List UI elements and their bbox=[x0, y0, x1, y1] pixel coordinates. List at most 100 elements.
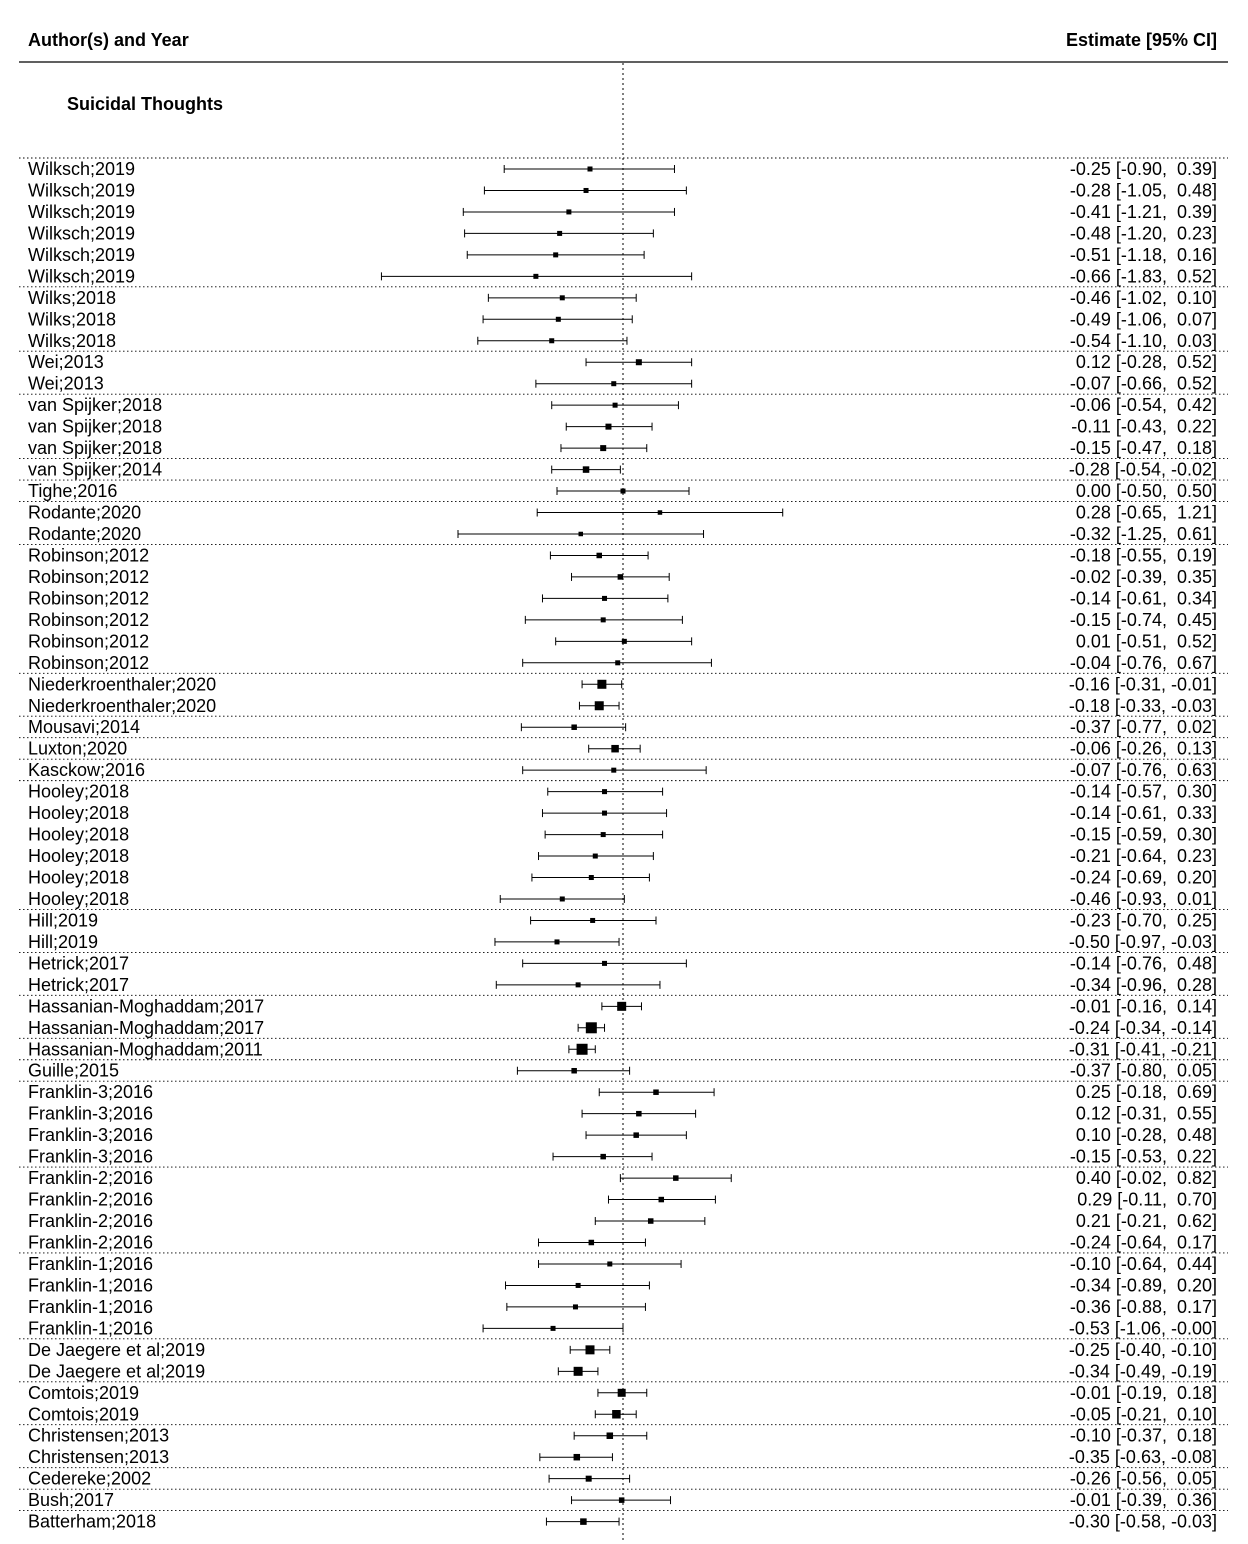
estimate-marker bbox=[657, 510, 663, 515]
study-row: Wilksch;2019 -0.66 [-1.83, 0.52] bbox=[28, 266, 1217, 286]
study-label: Christensen;2013 bbox=[28, 1447, 169, 1467]
study-row: Wei;2013 0.12 [-0.28, 0.52] bbox=[28, 352, 1217, 372]
estimate-ci-text: -0.24 [-0.69, 0.20] bbox=[1070, 868, 1217, 888]
estimate-marker bbox=[559, 896, 565, 902]
estimate-ci-text: -0.28 [-0.54, -0.02] bbox=[1069, 460, 1217, 480]
study-row: van Spijker;2018 -0.06 [-0.54, 0.42] bbox=[28, 395, 1217, 415]
estimate-ci-text: -0.15 [-0.59, 0.30] bbox=[1070, 825, 1217, 845]
study-row: Franklin-3;2016 0.12 [-0.31, 0.55] bbox=[28, 1104, 1217, 1124]
estimate-marker bbox=[653, 1089, 659, 1095]
study-row: De Jaegere et al;2019 -0.34 [-0.49, -0.19… bbox=[28, 1361, 1217, 1381]
estimate-marker bbox=[611, 767, 617, 773]
estimate-marker bbox=[592, 853, 598, 859]
study-row: Franklin-2;2016 0.40 [-0.02, 0.82] bbox=[28, 1168, 1217, 1188]
estimate-ci-text: -0.66 [-1.83, 0.52] bbox=[1070, 266, 1217, 286]
estimate-marker bbox=[550, 1325, 556, 1331]
estimate-marker bbox=[559, 295, 565, 301]
study-label: Wilksch;2019 bbox=[28, 180, 135, 200]
estimate-ci-text: -0.30 [-0.58, -0.03] bbox=[1069, 1512, 1217, 1532]
estimate-marker bbox=[620, 488, 626, 494]
study-label: Wilksch;2019 bbox=[28, 245, 135, 265]
study-label: Wilksch;2019 bbox=[28, 159, 135, 179]
study-row: Hooley;2018 -0.21 [-0.64, 0.23] bbox=[28, 846, 1217, 866]
study-row: Robinson;2012 -0.15 [-0.74, 0.45] bbox=[28, 610, 1217, 630]
estimate-marker bbox=[618, 1497, 625, 1503]
estimate-marker bbox=[600, 445, 607, 452]
estimate-marker bbox=[571, 1067, 577, 1074]
study-separators bbox=[19, 157, 1228, 1512]
study-row: Franklin-2;2016 -0.24 [-0.64, 0.17] bbox=[28, 1233, 1217, 1253]
study-row: Mousavi;2014 -0.37 [-0.77, 0.02] bbox=[28, 717, 1217, 737]
estimate-ci-text: -0.15 [-0.47, 0.18] bbox=[1070, 438, 1217, 458]
estimate-ci-text: -0.01 [-0.39, 0.36] bbox=[1070, 1490, 1217, 1510]
study-row: Robinson;2012 -0.18 [-0.55, 0.19] bbox=[28, 545, 1217, 565]
study-label: Hassanian-Moghaddam;2017 bbox=[28, 1018, 264, 1038]
estimate-ci-text: -0.07 [-0.66, 0.52] bbox=[1070, 374, 1217, 394]
estimate-marker bbox=[611, 381, 617, 387]
study-row: van Spijker;2014 -0.28 [-0.54, -0.02] bbox=[28, 460, 1217, 480]
study-label: Robinson;2012 bbox=[28, 588, 149, 608]
study-label: Wilksch;2019 bbox=[28, 202, 135, 222]
study-row: Robinson;2012 -0.04 [-0.76, 0.67] bbox=[28, 653, 1217, 673]
study-row: Wilksch;2019 -0.28 [-1.05, 0.48] bbox=[28, 180, 1217, 200]
study-row: Niederkroenthaler;2020 -0.16 [-0.31, -0.0… bbox=[28, 674, 1217, 694]
header-estimate-ci: Estimate [95% CI] bbox=[1066, 30, 1217, 50]
study-row: Batterham;2018 -0.30 [-0.58, -0.03] bbox=[28, 1512, 1217, 1532]
study-row: Wei;2013 -0.07 [-0.66, 0.52] bbox=[28, 374, 1217, 394]
study-label: Comtois;2019 bbox=[28, 1404, 139, 1424]
study-row: Christensen;2013 -0.10 [-0.37, 0.18] bbox=[28, 1426, 1217, 1446]
study-label: Comtois;2019 bbox=[28, 1383, 139, 1403]
estimate-ci-text: -0.14 [-0.57, 0.30] bbox=[1070, 782, 1217, 802]
estimate-ci-text: -0.36 [-0.88, 0.17] bbox=[1070, 1297, 1217, 1317]
study-row: Rodante;2020 0.28 [-0.65, 1.21] bbox=[28, 503, 1217, 523]
estimate-marker bbox=[602, 810, 608, 816]
study-label: Kasckow;2016 bbox=[28, 760, 145, 780]
study-row: Hooley;2018 -0.15 [-0.59, 0.30] bbox=[28, 825, 1217, 845]
estimate-ci-text: -0.34 [-0.96, 0.28] bbox=[1070, 975, 1217, 995]
estimate-ci-text: -0.32 [-1.25, 0.61] bbox=[1070, 524, 1217, 544]
study-label: Wilksch;2019 bbox=[28, 223, 135, 243]
study-label: van Spijker;2014 bbox=[28, 460, 162, 480]
estimate-marker bbox=[635, 359, 642, 366]
study-label: Robinson;2012 bbox=[28, 653, 149, 673]
estimate-marker bbox=[588, 875, 594, 881]
study-row: Wilks;2018 -0.54 [-1.10, 0.03] bbox=[28, 331, 1217, 351]
study-label: Franklin-1;2016 bbox=[28, 1275, 153, 1295]
estimate-ci-text: -0.50 [-0.97, -0.03] bbox=[1069, 932, 1217, 952]
study-row: Guille;2015 -0.37 [-0.80, 0.05] bbox=[28, 1061, 1217, 1081]
study-row: Franklin-3;2016 0.10 [-0.28, 0.48] bbox=[28, 1125, 1217, 1145]
estimate-marker bbox=[602, 789, 608, 795]
study-row: Franklin-1;2016 -0.10 [-0.64, 0.44] bbox=[28, 1254, 1217, 1274]
estimate-ci-text: 0.21 [-0.21, 0.62] bbox=[1076, 1211, 1217, 1231]
study-label: Franklin-2;2016 bbox=[28, 1190, 153, 1210]
study-row: Hooley;2018 -0.14 [-0.61, 0.33] bbox=[28, 803, 1217, 823]
study-row: van Spijker;2018 -0.15 [-0.47, 0.18] bbox=[28, 438, 1217, 458]
study-label: De Jaegere et al;2019 bbox=[28, 1340, 205, 1360]
study-row: Franklin-3;2016 -0.15 [-0.53, 0.22] bbox=[28, 1147, 1217, 1167]
study-label: Robinson;2012 bbox=[28, 567, 149, 587]
estimate-marker bbox=[647, 1218, 654, 1224]
study-row: De Jaegere et al;2019 -0.25 [-0.40, -0.10… bbox=[28, 1340, 1217, 1360]
study-label: Wei;2013 bbox=[28, 374, 104, 394]
study-label: van Spijker;2018 bbox=[28, 395, 162, 415]
estimate-marker bbox=[549, 338, 555, 344]
study-row: Hill;2019 -0.50 [-0.97, -0.03] bbox=[28, 932, 1217, 952]
study-row: Comtois;2019 -0.01 [-0.19, 0.18] bbox=[28, 1383, 1217, 1403]
study-row: Bush;2017 -0.01 [-0.39, 0.36] bbox=[28, 1490, 1217, 1510]
estimate-ci-text: -0.37 [-0.77, 0.02] bbox=[1070, 717, 1217, 737]
estimate-ci-text: -0.31 [-0.41, -0.21] bbox=[1069, 1039, 1217, 1059]
study-label: De Jaegere et al;2019 bbox=[28, 1361, 205, 1381]
estimate-ci-text: -0.25 [-0.90, 0.39] bbox=[1070, 159, 1217, 179]
estimate-ci-text: -0.54 [-1.10, 0.03] bbox=[1070, 331, 1217, 351]
estimate-marker bbox=[557, 230, 563, 236]
study-label: Luxton;2020 bbox=[28, 739, 127, 759]
estimate-marker bbox=[612, 1410, 621, 1419]
study-row: Hooley;2018 -0.24 [-0.69, 0.20] bbox=[28, 868, 1217, 888]
estimate-ci-text: -0.25 [-0.40, -0.10] bbox=[1069, 1340, 1217, 1360]
study-row: Franklin-1;2016 -0.53 [-1.06, -0.00] bbox=[28, 1318, 1217, 1338]
study-label: Franklin-3;2016 bbox=[28, 1125, 153, 1145]
estimate-marker bbox=[621, 638, 627, 644]
study-row: Kasckow;2016 -0.07 [-0.76, 0.63] bbox=[28, 760, 1217, 780]
study-row: Christensen;2013 -0.35 [-0.63, -0.08] bbox=[28, 1447, 1217, 1467]
